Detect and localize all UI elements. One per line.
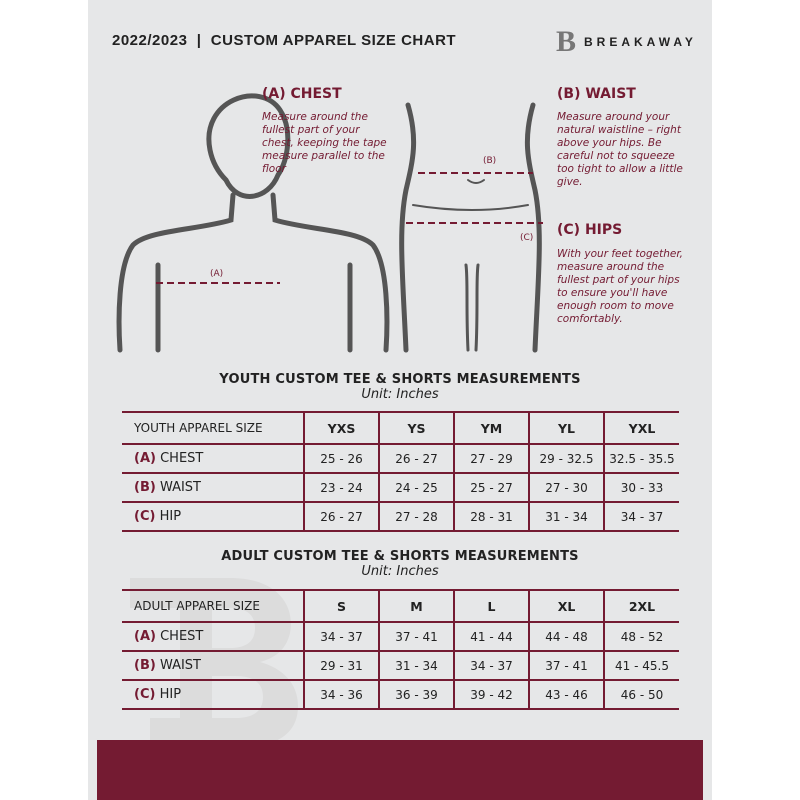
table-row: (A) CHEST 25 - 26 26 - 27 27 - 29 29 - 32.5 3… bbox=[122, 443, 679, 473]
torso-outline bbox=[399, 102, 417, 353]
hips-heading: (C) HIPS bbox=[557, 222, 623, 238]
row-label-text: CHEST bbox=[160, 629, 204, 644]
hip-tag: (C) bbox=[520, 233, 533, 243]
table-cell: 30 - 33 bbox=[603, 472, 679, 502]
table-cell: 34 - 37 bbox=[603, 501, 679, 532]
youth-unit: Unit: Inches bbox=[361, 387, 439, 402]
adult-unit: Unit: Inches bbox=[361, 564, 439, 579]
youth-section-heading: YOUTH CUSTOM TEE & SHORTS MEASUREMENTS U… bbox=[0, 372, 800, 402]
footer-bar bbox=[97, 740, 703, 800]
table-header-row: ADULT APPAREL SIZE S M L XL 2XL bbox=[122, 589, 679, 622]
row-letter: (B) bbox=[134, 480, 156, 495]
brand-logo: B BREAKAWAY bbox=[556, 27, 697, 57]
size-column-header: YS bbox=[378, 411, 454, 444]
table-cell: 29 - 32.5 bbox=[528, 443, 604, 473]
table-cell: 28 - 31 bbox=[453, 501, 529, 532]
table-cell: 34 - 37 bbox=[453, 650, 529, 680]
row-label: (B) WAIST bbox=[122, 472, 304, 502]
head-outline bbox=[206, 93, 291, 199]
logo-mark: B bbox=[556, 25, 577, 58]
chest-heading: (A) CHEST bbox=[262, 86, 342, 102]
chest-description: Measure around the fullest part of your … bbox=[262, 111, 387, 175]
size-column-header: 2XL bbox=[603, 589, 679, 622]
table-row: (C) HIP 34 - 36 36 - 39 39 - 42 43 - 46 46 - … bbox=[122, 679, 679, 710]
row-label-text: HIP bbox=[159, 687, 182, 702]
size-column-header: YXS bbox=[303, 411, 379, 444]
table-cell: 31 - 34 bbox=[378, 650, 454, 680]
table-cell: 48 - 52 bbox=[603, 621, 679, 651]
size-column-header: S bbox=[303, 589, 379, 622]
table-row: (A) CHEST 34 - 37 37 - 41 41 - 44 44 - 48 48 … bbox=[122, 621, 679, 651]
row-label: (C) HIP bbox=[122, 501, 304, 532]
table-cell: 37 - 41 bbox=[378, 621, 454, 651]
row-label-text: WAIST bbox=[159, 658, 202, 673]
table-cell: 44 - 48 bbox=[528, 621, 604, 651]
table-cell: 39 - 42 bbox=[453, 679, 529, 710]
row-label-text: WAIST bbox=[159, 480, 202, 495]
adult-title: ADULT CUSTOM TEE & SHORTS MEASUREMENTS bbox=[221, 549, 579, 564]
table-cell: 32.5 - 35.5 bbox=[603, 443, 679, 473]
row-label: (C) HIP bbox=[122, 679, 304, 710]
table-header-row: YOUTH APPAREL SIZE YXS YS YM YL YXL bbox=[122, 411, 679, 444]
adult-size-table: ADULT APPAREL SIZE S M L XL 2XL (A) CHEST 34 - … bbox=[122, 589, 679, 710]
row-letter: (B) bbox=[134, 658, 156, 673]
table-cell: 41 - 45.5 bbox=[603, 650, 679, 680]
table-cell: 36 - 39 bbox=[378, 679, 454, 710]
table-cell: 27 - 28 bbox=[378, 501, 454, 532]
row-letter: (C) bbox=[134, 509, 156, 524]
table-cell: 41 - 44 bbox=[453, 621, 529, 651]
size-column-header: L bbox=[453, 589, 529, 622]
row-label-text: CHEST bbox=[160, 451, 204, 466]
waist-description: Measure around your natural waistline – … bbox=[557, 111, 683, 188]
row-letter: (A) bbox=[134, 451, 156, 466]
row-letter: (A) bbox=[134, 629, 156, 644]
table-cell: 25 - 27 bbox=[453, 472, 529, 502]
hips-description: With your feet together, measure around … bbox=[557, 248, 684, 325]
table-cell: 25 - 26 bbox=[303, 443, 379, 473]
row-label: (B) WAIST bbox=[122, 650, 304, 680]
waist-tag: (B) bbox=[483, 156, 496, 166]
youth-size-table: YOUTH APPAREL SIZE YXS YS YM YL YXL (A) CHEST 2… bbox=[122, 411, 679, 532]
table-cell: 27 - 29 bbox=[453, 443, 529, 473]
table-cell: 29 - 31 bbox=[303, 650, 379, 680]
size-column-header: YM bbox=[453, 411, 529, 444]
table-cell: 27 - 30 bbox=[528, 472, 604, 502]
youth-title: YOUTH CUSTOM TEE & SHORTS MEASUREMENTS bbox=[219, 372, 581, 387]
table-cell: 37 - 41 bbox=[528, 650, 604, 680]
size-header: ADULT APPAREL SIZE bbox=[122, 589, 304, 622]
waist-heading: (B) WAIST bbox=[557, 86, 636, 102]
table-cell: 23 - 24 bbox=[303, 472, 379, 502]
table-cell: 43 - 46 bbox=[528, 679, 604, 710]
table-row: (B) WAIST 23 - 24 24 - 25 25 - 27 27 - 30 30 … bbox=[122, 472, 679, 502]
row-label-text: HIP bbox=[159, 509, 182, 524]
brand-name: BREAKAWAY bbox=[584, 35, 697, 49]
table-cell: 34 - 37 bbox=[303, 621, 379, 651]
size-column-header: M bbox=[378, 589, 454, 622]
chest-tag: (A) bbox=[210, 269, 223, 279]
size-column-header: YXL bbox=[603, 411, 679, 444]
row-label: (A) CHEST bbox=[122, 621, 304, 651]
table-cell: 26 - 27 bbox=[378, 443, 454, 473]
table-cell: 24 - 25 bbox=[378, 472, 454, 502]
table-row: (C) HIP 26 - 27 27 - 28 28 - 31 31 - 34 34 - … bbox=[122, 501, 679, 532]
table-row: (B) WAIST 29 - 31 31 - 34 34 - 37 37 - 41 41 … bbox=[122, 650, 679, 680]
size-column-header: YL bbox=[528, 411, 604, 444]
size-header: YOUTH APPAREL SIZE bbox=[122, 411, 304, 444]
body-figures: (A) (B) (C) bbox=[116, 93, 543, 353]
size-column-header: XL bbox=[528, 589, 604, 622]
page-title: 2022/2023 | CUSTOM APPAREL SIZE CHART bbox=[112, 32, 457, 49]
table-cell: 46 - 50 bbox=[603, 679, 679, 710]
table-cell: 31 - 34 bbox=[528, 501, 604, 532]
table-cell: 26 - 27 bbox=[303, 501, 379, 532]
table-cell: 34 - 36 bbox=[303, 679, 379, 710]
row-letter: (C) bbox=[134, 687, 156, 702]
row-label: (A) CHEST bbox=[122, 443, 304, 473]
adult-section-heading: ADULT CUSTOM TEE & SHORTS MEASUREMENTS U… bbox=[0, 549, 800, 579]
